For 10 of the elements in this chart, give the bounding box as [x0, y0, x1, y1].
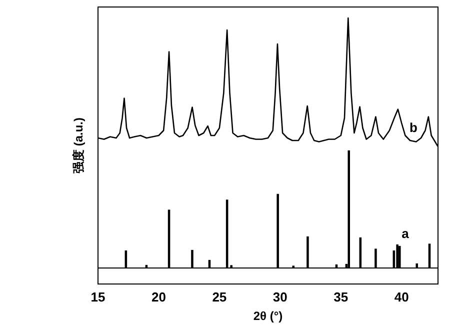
x-tick-label: 40	[394, 289, 409, 304]
x-axis-title: 2θ (°)	[253, 309, 283, 324]
x-tick-label: 30	[272, 289, 288, 304]
series-label: a	[402, 226, 410, 241]
series-label: b	[409, 120, 418, 136]
x-tick-label: 20	[151, 289, 166, 304]
x-tick-label: 35	[334, 289, 348, 304]
x-tick-label: 15	[90, 289, 106, 304]
x-tick-label: 25	[212, 289, 227, 304]
y-axis-title: 强度 (a.u.)	[72, 118, 86, 174]
